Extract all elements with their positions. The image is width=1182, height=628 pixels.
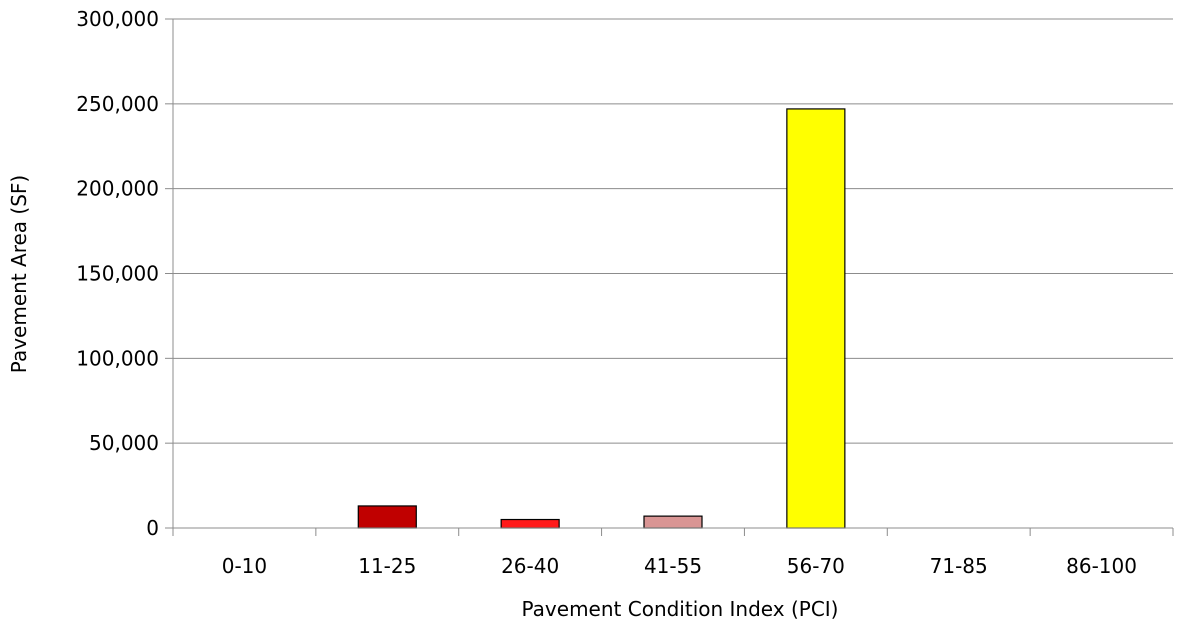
y-tick-label: 150,000 xyxy=(76,262,159,286)
y-tick-label: 200,000 xyxy=(76,177,159,201)
y-tick-label: 0 xyxy=(146,516,159,540)
x-tick-label: 11-25 xyxy=(358,554,416,578)
bar xyxy=(786,108,846,529)
y-tick-label: 100,000 xyxy=(76,346,159,370)
y-tick-label: 50,000 xyxy=(89,431,159,455)
x-axis-title: Pavement Condition Index (PCI) xyxy=(522,597,839,621)
x-tick-label: 86-100 xyxy=(1066,554,1137,578)
x-tick-label: 56-70 xyxy=(787,554,845,578)
bar xyxy=(643,515,703,529)
x-tick-label: 26-40 xyxy=(501,554,559,578)
bars xyxy=(357,108,846,529)
y-tick-label: 250,000 xyxy=(76,92,159,116)
x-tick-label: 41-55 xyxy=(644,554,702,578)
y-tick-label: 300,000 xyxy=(76,7,159,31)
axes xyxy=(165,18,1174,536)
bar xyxy=(357,505,417,529)
x-tick-label: 0-10 xyxy=(222,554,267,578)
bar xyxy=(500,518,560,529)
x-tick-label: 71-85 xyxy=(930,554,988,578)
tick-labels: 0 50,000 100,000 150,000 200,000 250,000 300,0… xyxy=(76,7,1137,578)
y-axis-title: Pavement Area (SF) xyxy=(7,175,31,373)
gridlines xyxy=(173,18,1173,444)
